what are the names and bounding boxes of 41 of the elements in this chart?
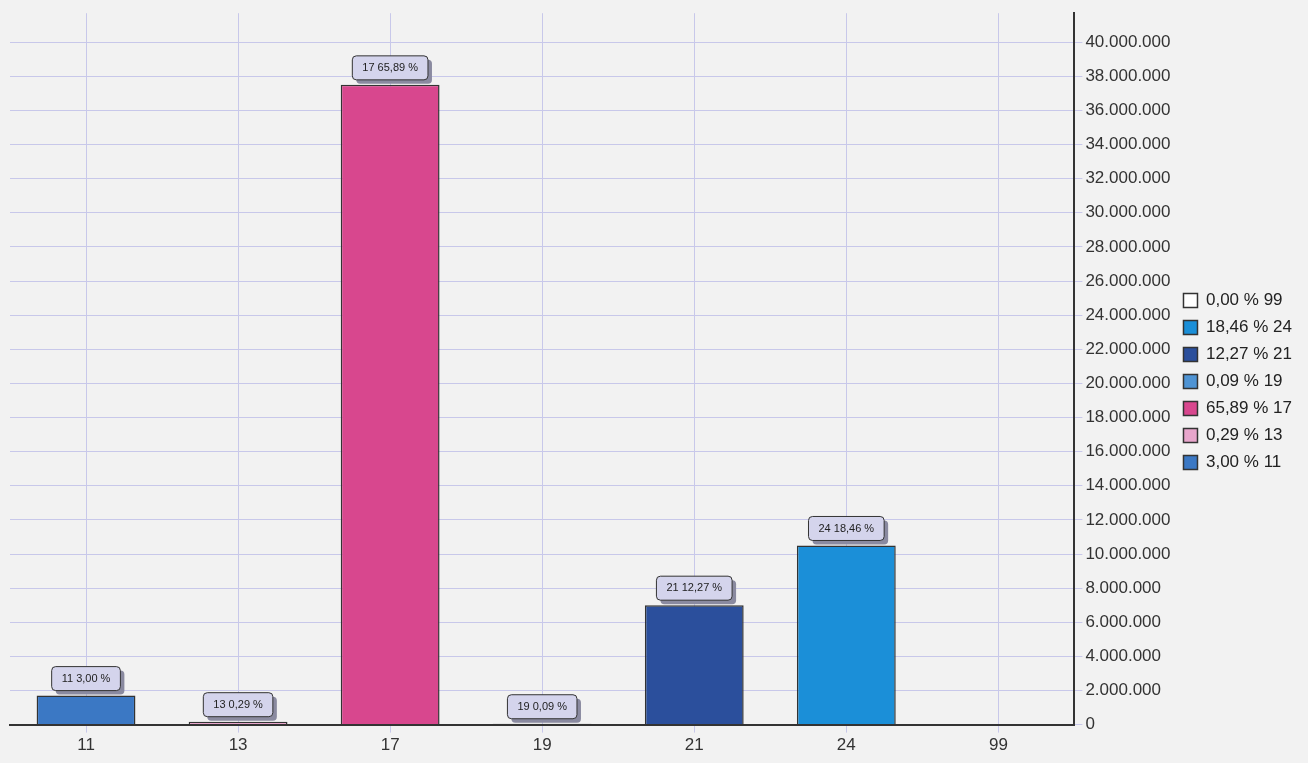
legend-label: 3,00 % 11	[1205, 452, 1282, 472]
annotation: 21 12,27 %	[666, 581, 723, 594]
y-tick-label: 12.000.000	[1085, 509, 1171, 529]
x-tick-label: 24	[836, 735, 856, 755]
annotation: 17 65,89 %	[362, 60, 419, 73]
legend-label: 0,09 % 19	[1205, 371, 1283, 391]
annotation: 19 0,09 %	[517, 699, 568, 712]
x-tick-label: 19	[532, 735, 552, 755]
y-tick-label: 4.000.000	[1085, 646, 1162, 666]
y-tick-label: 10.000.000	[1085, 543, 1171, 563]
y-tick-label: 0	[1085, 714, 1095, 734]
y-tick-label: 8.000.000	[1085, 577, 1162, 597]
y-tick-label: 36.000.000	[1085, 100, 1171, 120]
y-tick-label: 16.000.000	[1085, 441, 1171, 461]
y-tick-label: 24.000.000	[1085, 304, 1171, 324]
y-tick-label: 32.000.000	[1085, 168, 1171, 188]
y-tick-label: 26.000.000	[1085, 270, 1171, 290]
x-tick-label: 21	[684, 735, 704, 755]
annotation: 11 3,00 %	[61, 671, 111, 684]
y-tick-label: 18.000.000	[1085, 407, 1171, 427]
legend-label: 12,27 % 21	[1205, 344, 1292, 364]
y-tick-label: 34.000.000	[1085, 134, 1171, 154]
y-tick-label: 40.000.000	[1085, 31, 1171, 51]
x-tick-label: 11	[77, 735, 95, 755]
x-tick-label: 17	[380, 735, 400, 755]
x-tick-label: 13	[228, 735, 248, 755]
y-tick-label: 28.000.000	[1085, 236, 1171, 256]
annotation: 24 18,46 %	[818, 521, 875, 534]
y-tick-label: 6.000.000	[1085, 611, 1162, 631]
y-tick-label: 22.000.000	[1085, 338, 1171, 358]
x-tick-label: 99	[988, 735, 1008, 755]
legend-label: 65,89 % 17	[1205, 398, 1292, 418]
legend-label: 18,46 % 24	[1205, 317, 1292, 337]
legend-label: 0,00 % 99	[1205, 290, 1283, 310]
y-tick-label: 2.000.000	[1085, 680, 1162, 700]
y-tick-label: 38.000.000	[1085, 66, 1171, 86]
y-tick-label: 20.000.000	[1085, 373, 1171, 393]
y-tick-label: 14.000.000	[1085, 475, 1171, 495]
annotation: 13 0,29 %	[213, 697, 264, 710]
y-tick-label: 30.000.000	[1085, 202, 1171, 222]
legend-label: 0,29 % 13	[1205, 425, 1283, 445]
